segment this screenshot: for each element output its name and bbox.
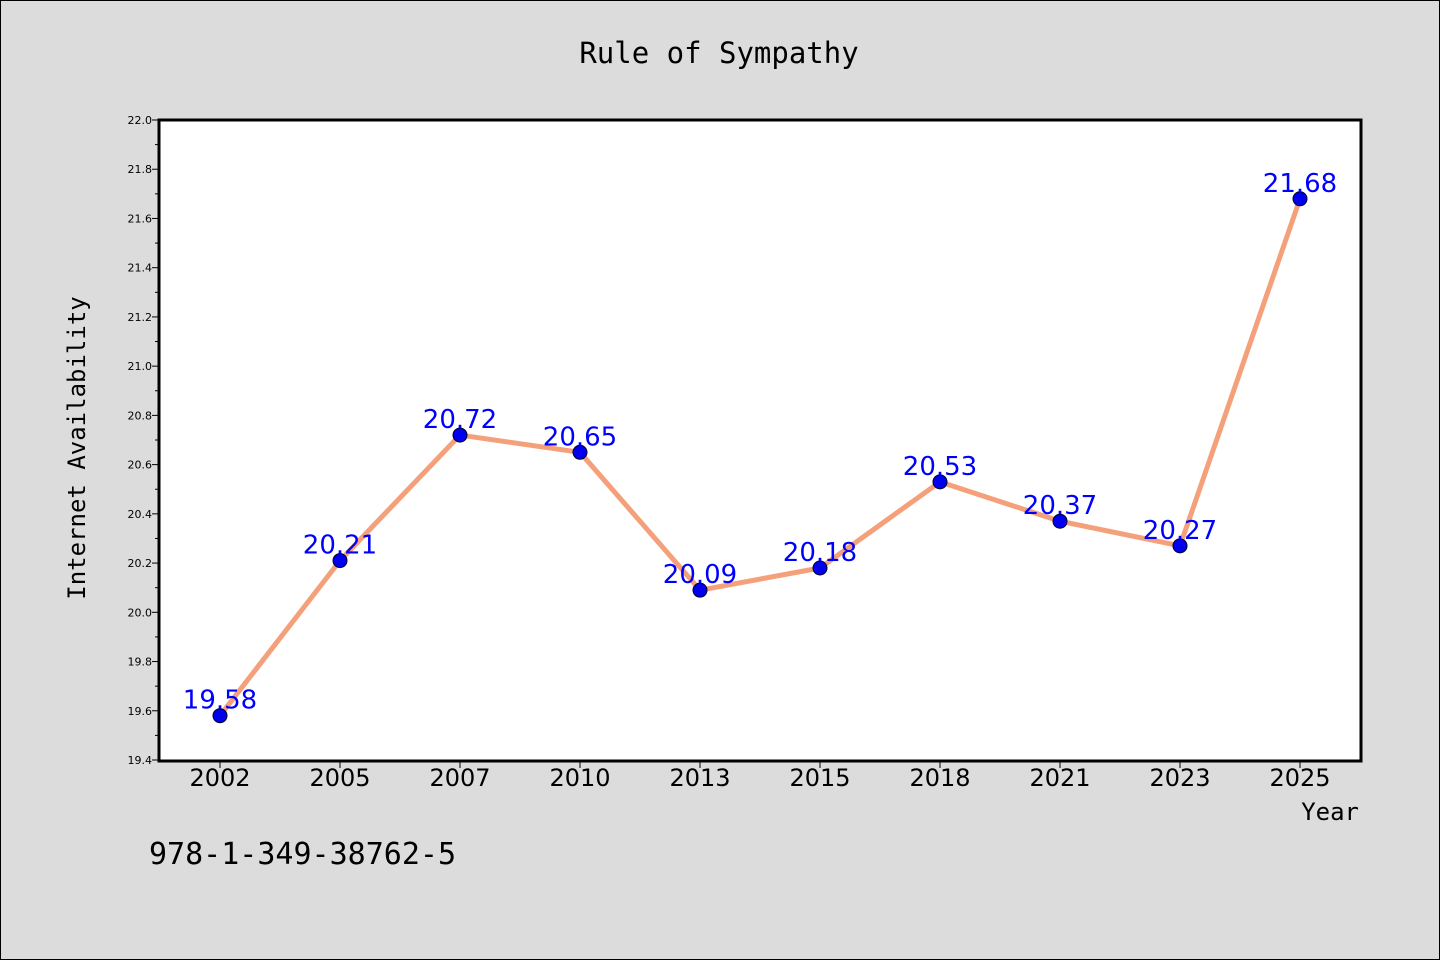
data-point bbox=[932, 474, 948, 490]
data-point bbox=[452, 427, 468, 443]
y-tick-label: 22.0 bbox=[128, 114, 153, 127]
data-point bbox=[1172, 538, 1188, 554]
y-tick-label: 21.0 bbox=[128, 360, 153, 373]
chart-title: Rule of Sympathy bbox=[579, 36, 858, 70]
y-axis: 19.4 19.6 19.8 20.0 20.2 20.4 20.6 20.8 21.0 21.2… bbox=[128, 114, 160, 767]
data-points bbox=[212, 191, 1308, 724]
data-point bbox=[332, 553, 348, 569]
data-label: 20.09 bbox=[663, 560, 737, 590]
plot-area bbox=[157, 118, 1363, 763]
data-label: 20.18 bbox=[783, 538, 857, 568]
data-point bbox=[212, 708, 228, 724]
y-tick-label: 21.8 bbox=[128, 163, 153, 176]
x-tick-label: 2023 bbox=[1149, 764, 1210, 792]
x-tick-label: 2025 bbox=[1269, 764, 1330, 792]
x-tick-label: 2002 bbox=[189, 764, 250, 792]
data-label: 20.72 bbox=[423, 405, 497, 435]
data-label: 20.37 bbox=[1023, 491, 1097, 521]
data-labels: 19.58 20.21 20.72 20.65 20.09 20.18 20.53 20.37… bbox=[183, 169, 1337, 716]
y-axis-label: Internet Availability bbox=[63, 296, 91, 599]
x-axis-label: Year bbox=[1301, 798, 1359, 826]
y-tick-label: 19.4 bbox=[128, 754, 153, 767]
x-tick-label: 2013 bbox=[669, 764, 730, 792]
series-line bbox=[217, 196, 1303, 719]
x-tick-label: 2018 bbox=[909, 764, 970, 792]
data-point bbox=[692, 582, 708, 598]
y-tick-label: 20.8 bbox=[128, 409, 153, 422]
y-tick-label: 20.4 bbox=[128, 508, 153, 521]
data-point bbox=[1052, 513, 1068, 529]
y-tick-label: 20.6 bbox=[128, 459, 153, 472]
x-axis: 2002 2005 2007 2010 2013 2015 2018 2021 2023 2025 bbox=[189, 760, 1331, 792]
data-point bbox=[572, 444, 588, 460]
footer-code: 978-1-349-38762-5 bbox=[149, 837, 456, 872]
data-point bbox=[1292, 191, 1308, 207]
data-label: 20.65 bbox=[543, 422, 617, 452]
y-tick-label: 19.8 bbox=[128, 656, 153, 669]
x-tick-label: 2007 bbox=[429, 764, 490, 792]
y-tick-label: 20.2 bbox=[128, 557, 153, 570]
data-label: 21.68 bbox=[1263, 169, 1337, 199]
y-tick-label: 19.6 bbox=[128, 705, 153, 718]
data-label: 20.27 bbox=[1143, 516, 1217, 546]
data-label: 19.58 bbox=[183, 686, 257, 716]
x-tick-label: 2021 bbox=[1029, 764, 1090, 792]
x-tick-label: 2005 bbox=[309, 764, 370, 792]
data-point bbox=[812, 560, 828, 576]
y-tick-label: 20.0 bbox=[128, 606, 153, 619]
data-label: 20.53 bbox=[903, 452, 977, 482]
y-tick-label: 21.4 bbox=[128, 262, 153, 275]
data-label: 20.21 bbox=[303, 531, 377, 561]
x-tick-label: 2015 bbox=[789, 764, 850, 792]
x-tick-label: 2010 bbox=[549, 764, 610, 792]
y-tick-label: 21.6 bbox=[128, 212, 153, 225]
y-tick-label: 21.2 bbox=[128, 311, 153, 324]
